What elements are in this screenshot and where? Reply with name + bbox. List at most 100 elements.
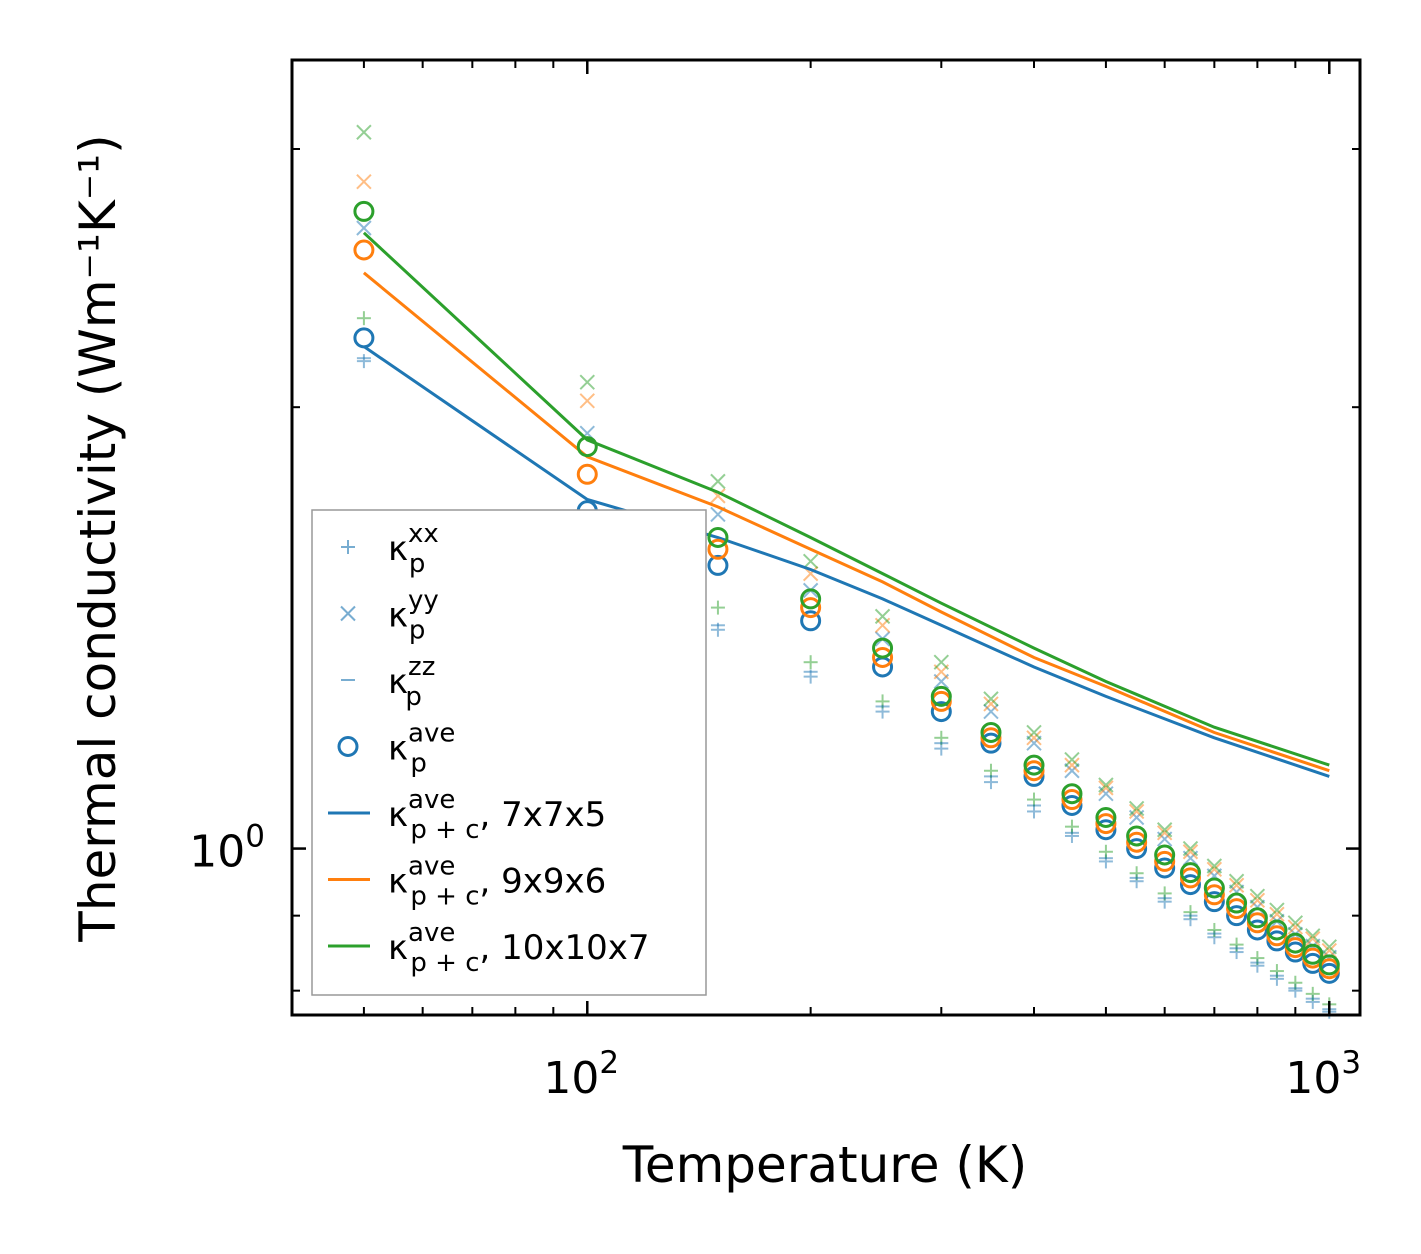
point-yy: [802, 553, 819, 570]
legend-entry: κave p + c, 9x9x6: [328, 852, 606, 912]
data-marks: [353, 124, 1340, 1019]
point-yy: [710, 473, 726, 490]
point-kp-ave: [930, 701, 952, 723]
point-xx: [803, 655, 818, 670]
legend-label: κzz p: [388, 652, 435, 712]
series-xx-markers: [356, 311, 1337, 1012]
legend-label: κxx p: [388, 519, 439, 579]
point-kp-ave: [1226, 898, 1248, 920]
point-xx: [356, 354, 371, 369]
point-xx: [1064, 819, 1079, 834]
point-yy: [1156, 822, 1173, 838]
y-axis-label: Thermal conductivity (Wm⁻¹K⁻¹): [69, 134, 127, 942]
point-kp-ave: [1023, 754, 1045, 776]
point-yy: [983, 703, 999, 720]
point-yy: [1064, 751, 1080, 768]
point-kp-ave: [1061, 789, 1083, 811]
point-yy: [1064, 763, 1080, 779]
point-yy: [1287, 919, 1304, 935]
point-yy: [1228, 873, 1245, 889]
point-kp-ave: [1226, 892, 1248, 914]
point-kp-ave: [1203, 877, 1225, 899]
point-yy: [1249, 892, 1266, 908]
point-yy: [1026, 724, 1042, 741]
legend-entry: κave p + c, 7x7x5: [328, 785, 606, 845]
series-yy-markers: [356, 124, 1337, 955]
point-yy: [1098, 780, 1114, 796]
point-yy: [983, 696, 999, 712]
point-xx: [1183, 905, 1198, 920]
point-kp-ave: [1126, 831, 1148, 853]
point-yy: [356, 173, 372, 190]
point-yy: [933, 654, 950, 670]
point-kp-ave: [1318, 954, 1340, 976]
point-xx: [1207, 922, 1222, 937]
point-kp-ave: [800, 588, 822, 610]
legend-label: κave p + c, 10x10x7: [388, 918, 650, 978]
legend-entry: κave p + c, 10x10x7: [328, 918, 650, 978]
legend-label: κave p + c, 9x9x6: [388, 852, 606, 912]
legend-box: [311, 509, 707, 996]
point-yy: [1287, 915, 1304, 931]
legend-label: κave p: [388, 719, 455, 779]
point-kp-ave: [353, 239, 375, 261]
point-kp-ave: [1154, 850, 1176, 872]
point-kp-ave: [707, 538, 729, 560]
point-kp-ave: [707, 526, 729, 548]
series-line: [362, 271, 1330, 773]
point-kp-ave: [1126, 825, 1148, 847]
point-kp-ave: [1179, 862, 1201, 884]
legend-entry: κxx p: [341, 519, 439, 579]
point-kp-ave: [1302, 943, 1324, 965]
point-kp-ave: [1023, 765, 1045, 787]
point-yy: [1182, 840, 1199, 857]
plot-frame: [290, 58, 1362, 1017]
y-tick-label: 100: [189, 819, 265, 878]
legend-marker-plus: [341, 540, 355, 554]
point-kp-ave: [1246, 919, 1268, 941]
x-tick-label: 103: [1285, 1045, 1361, 1104]
point-kp-ave: [1095, 819, 1117, 841]
point-yy: [1128, 803, 1145, 820]
point-kp-ave: [1061, 783, 1083, 805]
point-xx: [1098, 844, 1113, 859]
point-yy: [1305, 931, 1321, 947]
point-kp-ave: [1061, 794, 1083, 816]
point-yy: [1026, 730, 1042, 746]
point-yy: [1269, 906, 1285, 922]
point-kp-ave: [1203, 884, 1225, 906]
point-yy: [1064, 757, 1080, 773]
point-yy: [579, 374, 595, 390]
point-xx: [1027, 792, 1042, 807]
point-yy: [1156, 825, 1173, 841]
point-kp-ave: [1203, 891, 1225, 913]
point-kp-ave: [1179, 874, 1201, 896]
point-yy: [1098, 777, 1114, 793]
point-yy: [983, 691, 999, 707]
point-yy: [874, 608, 891, 625]
legend-entry: κyy p: [340, 586, 439, 646]
point-kp-ave: [872, 637, 894, 659]
point-xx: [356, 311, 371, 326]
point-yy: [1228, 877, 1245, 893]
point-kp-ave: [1126, 838, 1148, 860]
point-kp-ave: [1226, 905, 1248, 927]
point-xx: [1027, 804, 1042, 819]
point-kp-ave: [353, 200, 375, 222]
x-axis-label: Temperature (K): [622, 1136, 1027, 1194]
point-yy: [1249, 888, 1266, 904]
point-kp-ave: [353, 327, 375, 349]
series-line: [362, 231, 1330, 767]
legend-marker-x: [340, 605, 356, 622]
legend-label: κave p + c, 7x7x5: [388, 785, 606, 845]
point-kp-ave: [576, 463, 598, 485]
point-kp-ave: [980, 721, 1002, 743]
point-kp-ave: [930, 685, 952, 707]
legend-marker-circle: [337, 736, 359, 757]
point-kp-ave: [1023, 760, 1045, 782]
point-yy: [1128, 800, 1145, 817]
point-kp-ave: [1095, 807, 1117, 829]
series-kp-ave-markers: [353, 200, 1340, 976]
legend-entry: κave p: [337, 719, 455, 779]
